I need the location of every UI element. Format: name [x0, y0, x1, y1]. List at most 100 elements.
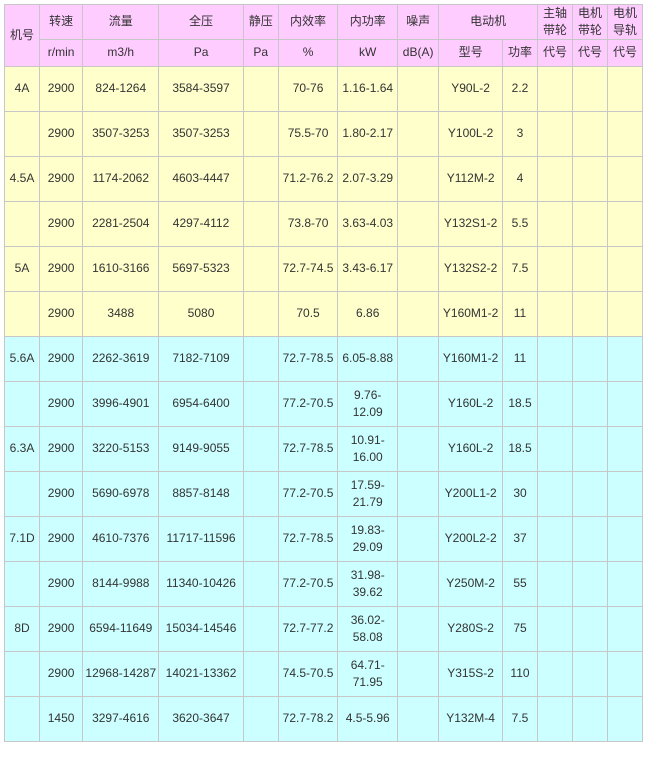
table-cell — [243, 246, 278, 291]
table-cell — [398, 651, 439, 696]
table-cell: 3 — [503, 111, 538, 156]
table-cell — [537, 516, 572, 561]
table-cell — [572, 426, 607, 471]
table-cell: Y100L-2 — [439, 111, 503, 156]
table-cell — [5, 381, 40, 426]
table-cell: 37 — [503, 516, 538, 561]
table-cell — [243, 291, 278, 336]
table-cell: 1450 — [39, 696, 82, 741]
table-cell: 2900 — [39, 291, 82, 336]
table-cell — [5, 291, 40, 336]
hdr-speed: 转速 — [39, 5, 82, 40]
table-cell: 18.5 — [503, 381, 538, 426]
hdr-code-3: 代号 — [607, 39, 642, 66]
table-cell — [537, 696, 572, 741]
table-cell: Y132M-4 — [439, 696, 503, 741]
table-cell: 5.5 — [503, 201, 538, 246]
table-cell — [5, 651, 40, 696]
table-body: 4A2900824-12643584-359770-761.16-1.64Y90… — [5, 66, 643, 741]
table-cell: 70.5 — [278, 291, 338, 336]
table-cell — [537, 471, 572, 516]
hdr-unit-total-pressure: Pa — [159, 39, 243, 66]
spec-table: 机号 转速 流量 全压 静压 内效率 内功率 噪声 电动机 主轴带轮 电机带轮 … — [4, 4, 643, 742]
table-cell: 3584-3597 — [159, 66, 243, 111]
hdr-unit-power: kW — [338, 39, 398, 66]
table-cell: Y200L1-2 — [439, 471, 503, 516]
table-cell — [5, 561, 40, 606]
table-cell — [398, 201, 439, 246]
table-cell — [607, 291, 642, 336]
table-cell — [398, 696, 439, 741]
table-cell: 2900 — [39, 606, 82, 651]
table-row: 4.5A29001174-20624603-444771.2-76.22.07-… — [5, 156, 643, 201]
table-cell: 4603-4447 — [159, 156, 243, 201]
table-cell: 7.5 — [503, 696, 538, 741]
table-cell: 2900 — [39, 336, 82, 381]
table-cell: 4 — [503, 156, 538, 201]
table-cell: 9149-9055 — [159, 426, 243, 471]
table-cell — [607, 156, 642, 201]
table-cell: 2281-2504 — [83, 201, 159, 246]
table-cell: 8144-9988 — [83, 561, 159, 606]
table-cell — [5, 696, 40, 741]
table-cell — [243, 651, 278, 696]
table-cell: 110 — [503, 651, 538, 696]
table-cell: 3.63-4.03 — [338, 201, 398, 246]
table-row: 5A29001610-31665697-532372.7-74.53.43-6.… — [5, 246, 643, 291]
table-cell: 72.7-78.5 — [278, 516, 338, 561]
table-cell — [537, 651, 572, 696]
table-cell: 74.5-70.5 — [278, 651, 338, 696]
table-cell: Y160L-2 — [439, 381, 503, 426]
table-cell: 14021-13362 — [159, 651, 243, 696]
table-row: 29003996-49016954-640077.2-70.59.76-12.0… — [5, 381, 643, 426]
hdr-code-2: 代号 — [572, 39, 607, 66]
table-cell — [607, 336, 642, 381]
table-cell — [537, 291, 572, 336]
table-cell: 3507-3253 — [159, 111, 243, 156]
table-cell: 7.1D — [5, 516, 40, 561]
table-cell: 64.71-71.95 — [338, 651, 398, 696]
table-cell — [243, 516, 278, 561]
table-cell — [572, 516, 607, 561]
hdr-efficiency: 内效率 — [278, 5, 338, 40]
table-cell — [398, 381, 439, 426]
table-cell — [398, 426, 439, 471]
table-row: 29005690-69788857-814877.2-70.517.59-21.… — [5, 471, 643, 516]
table-row: 14503297-46163620-364772.7-78.24.5-5.96Y… — [5, 696, 643, 741]
table-cell — [607, 201, 642, 246]
table-cell — [537, 156, 572, 201]
table-cell — [572, 651, 607, 696]
table-cell: 2262-3619 — [83, 336, 159, 381]
table-cell: 15034-14546 — [159, 606, 243, 651]
table-row: 6.3A29003220-51539149-905572.7-78.510.91… — [5, 426, 643, 471]
table-cell: Y160M1-2 — [439, 291, 503, 336]
table-cell — [572, 156, 607, 201]
table-cell — [537, 561, 572, 606]
table-cell: 71.2-76.2 — [278, 156, 338, 201]
table-cell — [398, 111, 439, 156]
table-cell: 3.43-6.17 — [338, 246, 398, 291]
table-cell — [398, 516, 439, 561]
hdr-unit-efficiency: % — [278, 39, 338, 66]
table-cell: 8D — [5, 606, 40, 651]
table-cell: 72.7-78.2 — [278, 696, 338, 741]
table-cell: 11340-10426 — [159, 561, 243, 606]
table-cell — [5, 471, 40, 516]
hdr-main-pulley: 主轴带轮 — [537, 5, 572, 40]
table-cell: 7.5 — [503, 246, 538, 291]
table-cell — [537, 336, 572, 381]
table-cell — [572, 291, 607, 336]
table-cell — [572, 606, 607, 651]
table-cell: 75 — [503, 606, 538, 651]
table-cell — [398, 336, 439, 381]
table-cell: 10.91-16.00 — [338, 426, 398, 471]
table-cell — [243, 66, 278, 111]
table-cell: Y250M-2 — [439, 561, 503, 606]
table-cell — [572, 561, 607, 606]
table-cell: 2.2 — [503, 66, 538, 111]
table-cell: 19.83-29.09 — [338, 516, 398, 561]
table-cell: Y132S2-2 — [439, 246, 503, 291]
table-cell: 5697-5323 — [159, 246, 243, 291]
table-cell: 2900 — [39, 516, 82, 561]
table-cell: 1.16-1.64 — [338, 66, 398, 111]
